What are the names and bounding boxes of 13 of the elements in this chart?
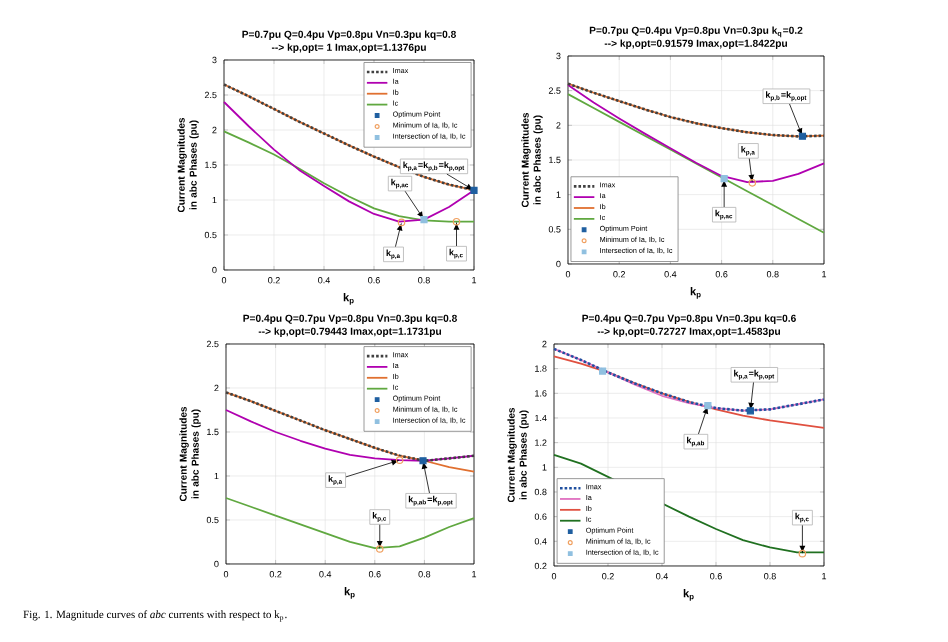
point [798, 132, 807, 140]
line-series [566, 82, 826, 138]
point [746, 407, 754, 415]
line-series [225, 497, 475, 550]
line-series [567, 84, 825, 184]
point [470, 186, 478, 194]
line-series [223, 130, 475, 223]
point [419, 457, 427, 465]
line-series [222, 83, 476, 192]
point [704, 402, 712, 410]
point [748, 179, 757, 187]
line-series [553, 355, 825, 429]
point [599, 367, 607, 375]
